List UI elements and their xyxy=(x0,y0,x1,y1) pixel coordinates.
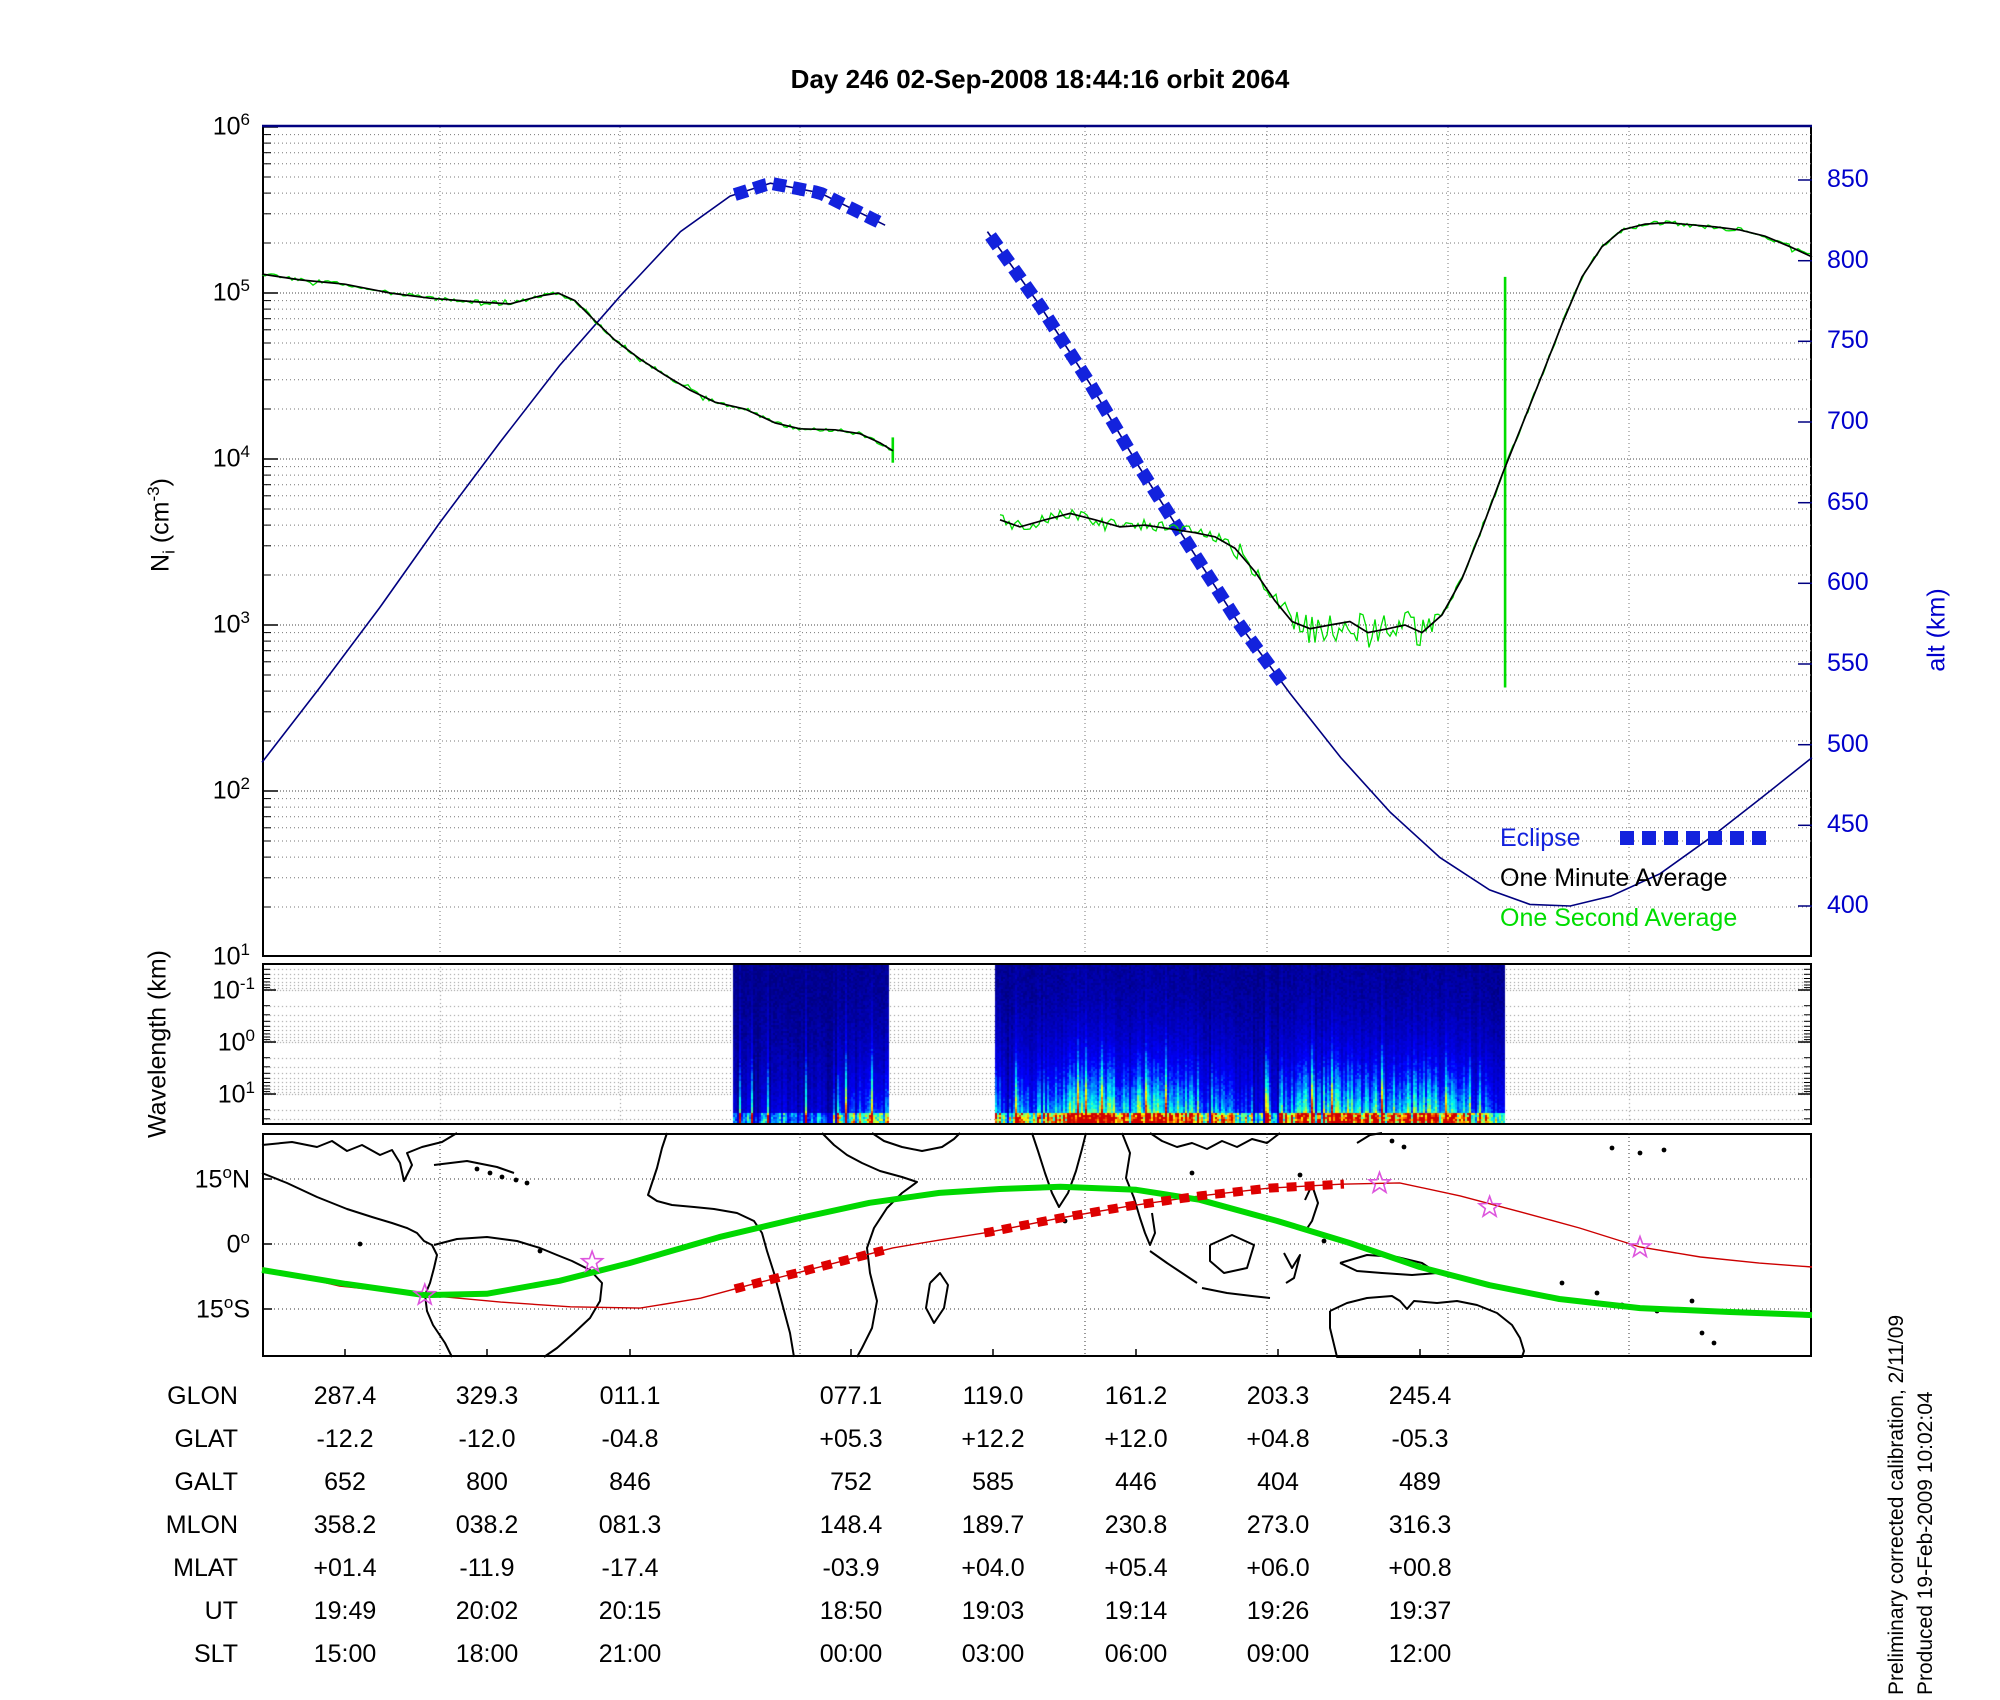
table-cell-glat-1: -12.0 xyxy=(458,1425,516,1453)
table-row-label-ut: UT xyxy=(204,1597,238,1625)
table-cell-mlon-6: 273.0 xyxy=(1246,1511,1310,1539)
table-row-label-mlon: MLON xyxy=(165,1511,238,1539)
table-cell-ut-3: 18:50 xyxy=(819,1597,883,1625)
table-cell-mlat-1: -11.9 xyxy=(459,1554,515,1582)
table-cell-mlat-4: +04.0 xyxy=(961,1554,1025,1582)
table-cell-glon-3: 077.1 xyxy=(819,1382,883,1410)
table-cell-mlon-1: 038.2 xyxy=(455,1511,519,1539)
table-cell-mlat-3: -03.9 xyxy=(822,1554,880,1582)
table-cell-glon-2: 011.1 xyxy=(599,1382,661,1410)
table-cell-mlon-0: 358.2 xyxy=(313,1511,377,1539)
altitude-tick-600: 600 xyxy=(1827,568,1869,596)
calibration-note: Preliminary corrected calibration, 2/11/… xyxy=(1885,1314,1908,1695)
table-cell-mlat-2: -17.4 xyxy=(601,1554,659,1582)
table-cell-glon-0: 287.4 xyxy=(313,1382,377,1410)
table-cell-slt-7: 12:00 xyxy=(1388,1640,1452,1668)
table-cell-ut-7: 19:37 xyxy=(1388,1597,1452,1625)
table-cell-ut-2: 20:15 xyxy=(598,1597,662,1625)
table-cell-galt-0: 652 xyxy=(324,1468,366,1496)
altitude-tick-550: 550 xyxy=(1827,649,1869,677)
table-cell-slt-2: 21:00 xyxy=(598,1640,662,1668)
table-cell-slt-6: 09:00 xyxy=(1246,1640,1310,1668)
table-cell-glon-7: 245.4 xyxy=(1388,1382,1452,1410)
table-cell-galt-3: 752 xyxy=(830,1468,872,1496)
lat-label-0eq: 0o xyxy=(226,1228,250,1259)
ground-track-map xyxy=(261,1132,1813,1358)
wavelength-tick-10e0: 100 xyxy=(217,1026,255,1057)
wavelength-tick-10e1: 101 xyxy=(217,1078,255,1109)
table-cell-galt-6: 404 xyxy=(1257,1468,1299,1496)
table-cell-mlat-5: +05.4 xyxy=(1104,1554,1168,1582)
table-cell-glat-7: -05.3 xyxy=(1391,1425,1449,1453)
wavelength-spectrogram xyxy=(262,963,1812,1125)
table-cell-galt-1: 800 xyxy=(466,1468,508,1496)
altitude-tick-750: 750 xyxy=(1827,326,1869,354)
density-altitude-plot xyxy=(261,124,1813,955)
table-cell-glon-5: 161.2 xyxy=(1104,1382,1168,1410)
table-cell-glon-1: 329.3 xyxy=(455,1382,519,1410)
altitude-tick-850: 850 xyxy=(1827,165,1869,193)
table-cell-glat-4: +12.2 xyxy=(961,1425,1025,1453)
table-cell-slt-4: 03:00 xyxy=(961,1640,1025,1668)
legend-one-second-average: One Second Average xyxy=(1500,904,1738,932)
table-row-label-glat: GLAT xyxy=(174,1425,238,1453)
table-row-label-glon: GLON xyxy=(167,1382,238,1410)
density-tick-10e1: 101 xyxy=(212,940,250,971)
table-cell-glon-4: 119.0 xyxy=(962,1382,1024,1410)
altitude-tick-800: 800 xyxy=(1827,246,1869,274)
table-row-label-slt: SLT xyxy=(194,1640,238,1668)
table-cell-slt-1: 18:00 xyxy=(455,1640,519,1668)
table-cell-ut-1: 20:02 xyxy=(455,1597,519,1625)
table-cell-slt-3: 00:00 xyxy=(819,1640,883,1668)
table-cell-mlat-6: +06.0 xyxy=(1246,1554,1310,1582)
table-cell-mlon-7: 316.3 xyxy=(1388,1511,1452,1539)
table-cell-glat-6: +04.8 xyxy=(1246,1425,1310,1453)
table-cell-mlon-3: 148.4 xyxy=(819,1511,883,1539)
density-tick-10e4: 104 xyxy=(212,442,250,473)
table-cell-ut-0: 19:49 xyxy=(313,1597,377,1625)
table-cell-mlat-0: +01.4 xyxy=(313,1554,377,1582)
table-cell-galt-2: 846 xyxy=(609,1468,651,1496)
figure-title: Day 246 02-Sep-2008 18:44:16 orbit 2064 xyxy=(790,64,1290,94)
density-tick-10e6: 106 xyxy=(212,110,250,141)
altitude-tick-650: 650 xyxy=(1827,488,1869,516)
altitude-tick-450: 450 xyxy=(1827,810,1869,838)
table-cell-ut-4: 19:03 xyxy=(961,1597,1025,1625)
table-cell-glat-2: -04.8 xyxy=(601,1425,659,1453)
table-cell-galt-4: 585 xyxy=(972,1468,1014,1496)
legend-eclipse: Eclipse xyxy=(1500,824,1581,852)
altitude-tick-500: 500 xyxy=(1827,730,1869,758)
table-cell-mlon-4: 189.7 xyxy=(961,1511,1025,1539)
altitude-tick-400: 400 xyxy=(1827,891,1869,919)
table-cell-glat-5: +12.0 xyxy=(1104,1425,1168,1453)
table-cell-glat-0: -12.2 xyxy=(316,1425,374,1453)
altitude-tick-700: 700 xyxy=(1827,407,1869,435)
wavelength-tick-10e-1: 10-1 xyxy=(212,974,255,1005)
spectrogram-ticks xyxy=(262,968,1812,1120)
density-tick-10e3: 103 xyxy=(212,608,250,639)
table-cell-mlon-2: 081.3 xyxy=(598,1511,662,1539)
y-axis-label-density: Ni (cm-3) xyxy=(144,478,179,572)
table-cell-ut-6: 19:26 xyxy=(1246,1597,1310,1625)
table-cell-galt-5: 446 xyxy=(1115,1468,1157,1496)
table-cell-mlon-5: 230.8 xyxy=(1104,1511,1168,1539)
table-cell-slt-5: 06:00 xyxy=(1104,1640,1168,1668)
density-tick-10e5: 105 xyxy=(212,276,250,307)
table-cell-mlat-7: +00.8 xyxy=(1388,1554,1452,1582)
table-cell-galt-7: 489 xyxy=(1399,1468,1441,1496)
lat-label-15S: 15oS xyxy=(196,1293,250,1324)
table-cell-slt-0: 15:00 xyxy=(313,1640,377,1668)
legend-one-minute-average: One Minute Average xyxy=(1500,864,1728,892)
table-cell-glon-6: 203.3 xyxy=(1246,1382,1310,1410)
table-row-label-mlat: MLAT xyxy=(173,1554,238,1582)
table-cell-ut-5: 19:14 xyxy=(1104,1597,1168,1625)
y-axis-label-altitude: alt (km) xyxy=(1922,588,1951,672)
produced-note: Produced 19-Feb-2009 10:02:04 xyxy=(1914,1391,1937,1695)
density-tick-10e2: 102 xyxy=(212,774,250,805)
lat-label-15N: 15oN xyxy=(194,1163,250,1194)
table-cell-glat-3: +05.3 xyxy=(819,1425,883,1453)
table-row-label-galt: GALT xyxy=(174,1468,238,1496)
